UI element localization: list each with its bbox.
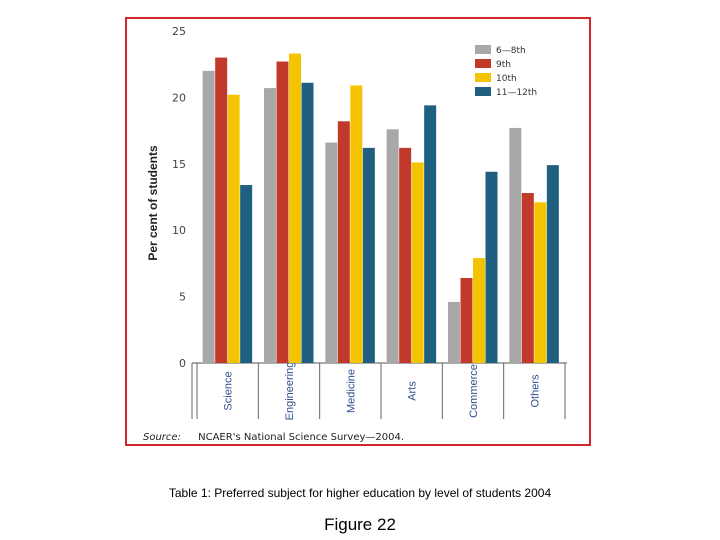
category-label: Science <box>223 371 235 410</box>
legend-swatch <box>475 59 491 68</box>
bar <box>534 202 547 363</box>
legend-label: 10th <box>496 74 517 84</box>
bar <box>399 147 412 363</box>
bar <box>509 127 522 363</box>
legend-swatch <box>475 45 491 54</box>
bar <box>337 121 350 363</box>
figure-caption: Table 1: Preferred subject for higher ed… <box>168 486 552 500</box>
bar <box>362 147 375 363</box>
legend-swatch <box>475 73 491 82</box>
legend-label: 11—12th <box>496 88 537 98</box>
y-tick-label: 10 <box>172 224 186 237</box>
bar <box>386 129 399 363</box>
chart-frame: 0 5 10 15 20 25 Per cent of students Science Eng… <box>125 17 591 446</box>
y-tick-label: 20 <box>172 91 186 104</box>
bar <box>301 82 314 364</box>
bar <box>325 142 338 363</box>
legend-swatch <box>475 87 491 96</box>
bar <box>240 185 253 363</box>
bar <box>350 85 363 363</box>
category-label: Medicine <box>345 369 357 413</box>
bar <box>460 278 473 363</box>
bar <box>485 171 498 363</box>
y-tick-label: 5 <box>179 291 186 304</box>
legend-label: 9th <box>496 60 511 70</box>
source-line: Source: NCAER's National Science Survey—… <box>143 432 404 443</box>
category-label: Arts <box>407 381 419 401</box>
bar <box>202 70 215 363</box>
category-label: Engineering <box>284 362 296 421</box>
bar <box>521 193 534 363</box>
category-label: Commerce <box>468 364 480 418</box>
bar <box>289 53 301 364</box>
source-label: Source: <box>143 432 181 443</box>
y-tick-label: 25 <box>172 25 186 38</box>
bar <box>227 94 240 363</box>
bar <box>546 165 559 363</box>
figure-label: Figure 22 <box>324 515 396 534</box>
y-tick-label: 0 <box>179 357 186 370</box>
y-tick-label: 15 <box>172 158 186 171</box>
legend-label: 6—8th <box>496 46 526 56</box>
bar <box>448 301 460 363</box>
bar <box>276 61 289 363</box>
bar-chart: 0 5 10 15 20 25 Per cent of students Science Eng… <box>146 25 567 421</box>
category-label: Others <box>529 374 541 408</box>
bar <box>411 162 424 363</box>
source-text: NCAER's National Science Survey—2004. <box>198 432 405 443</box>
bar <box>264 88 276 363</box>
bar <box>215 57 228 364</box>
y-axis-label: Per cent of students <box>146 145 160 261</box>
bar <box>424 105 437 364</box>
bar <box>473 258 485 363</box>
